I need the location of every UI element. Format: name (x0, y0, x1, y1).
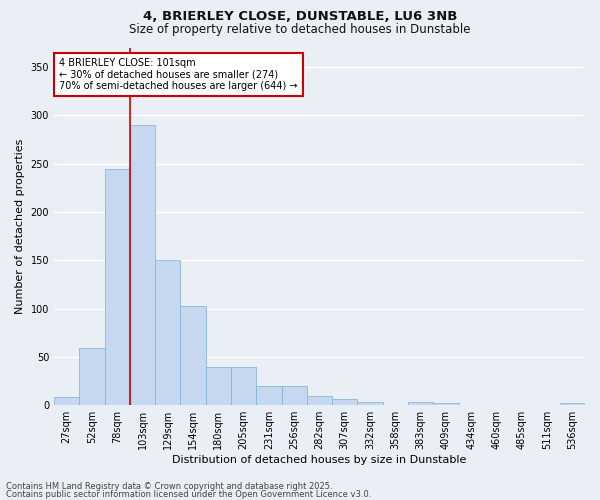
Text: Size of property relative to detached houses in Dunstable: Size of property relative to detached ho… (129, 22, 471, 36)
Text: Contains HM Land Registry data © Crown copyright and database right 2025.: Contains HM Land Registry data © Crown c… (6, 482, 332, 491)
Bar (332, 400, 358, 405)
X-axis label: Distribution of detached houses by size in Dunstable: Distribution of detached houses by size … (172, 455, 467, 465)
Bar (408, 402, 433, 405)
Bar (231, 366, 256, 405)
Bar (54, 398, 79, 405)
Text: Contains public sector information licensed under the Open Government Licence v3: Contains public sector information licen… (6, 490, 371, 499)
Text: 4, BRIERLEY CLOSE, DUNSTABLE, LU6 3NB: 4, BRIERLEY CLOSE, DUNSTABLE, LU6 3NB (143, 10, 457, 23)
Bar (206, 366, 231, 405)
Bar (560, 404, 585, 405)
Bar (130, 125, 155, 405)
Bar (433, 404, 458, 405)
Bar (155, 260, 181, 405)
Bar (358, 402, 383, 405)
Bar (281, 386, 307, 405)
Bar (79, 348, 104, 405)
Bar (104, 170, 130, 405)
Bar (307, 396, 332, 405)
Text: 4 BRIERLEY CLOSE: 101sqm
← 30% of detached houses are smaller (274)
70% of semi-: 4 BRIERLEY CLOSE: 101sqm ← 30% of detach… (59, 58, 298, 92)
Bar (256, 386, 281, 405)
Y-axis label: Number of detached properties: Number of detached properties (15, 138, 25, 314)
Bar (181, 306, 206, 405)
